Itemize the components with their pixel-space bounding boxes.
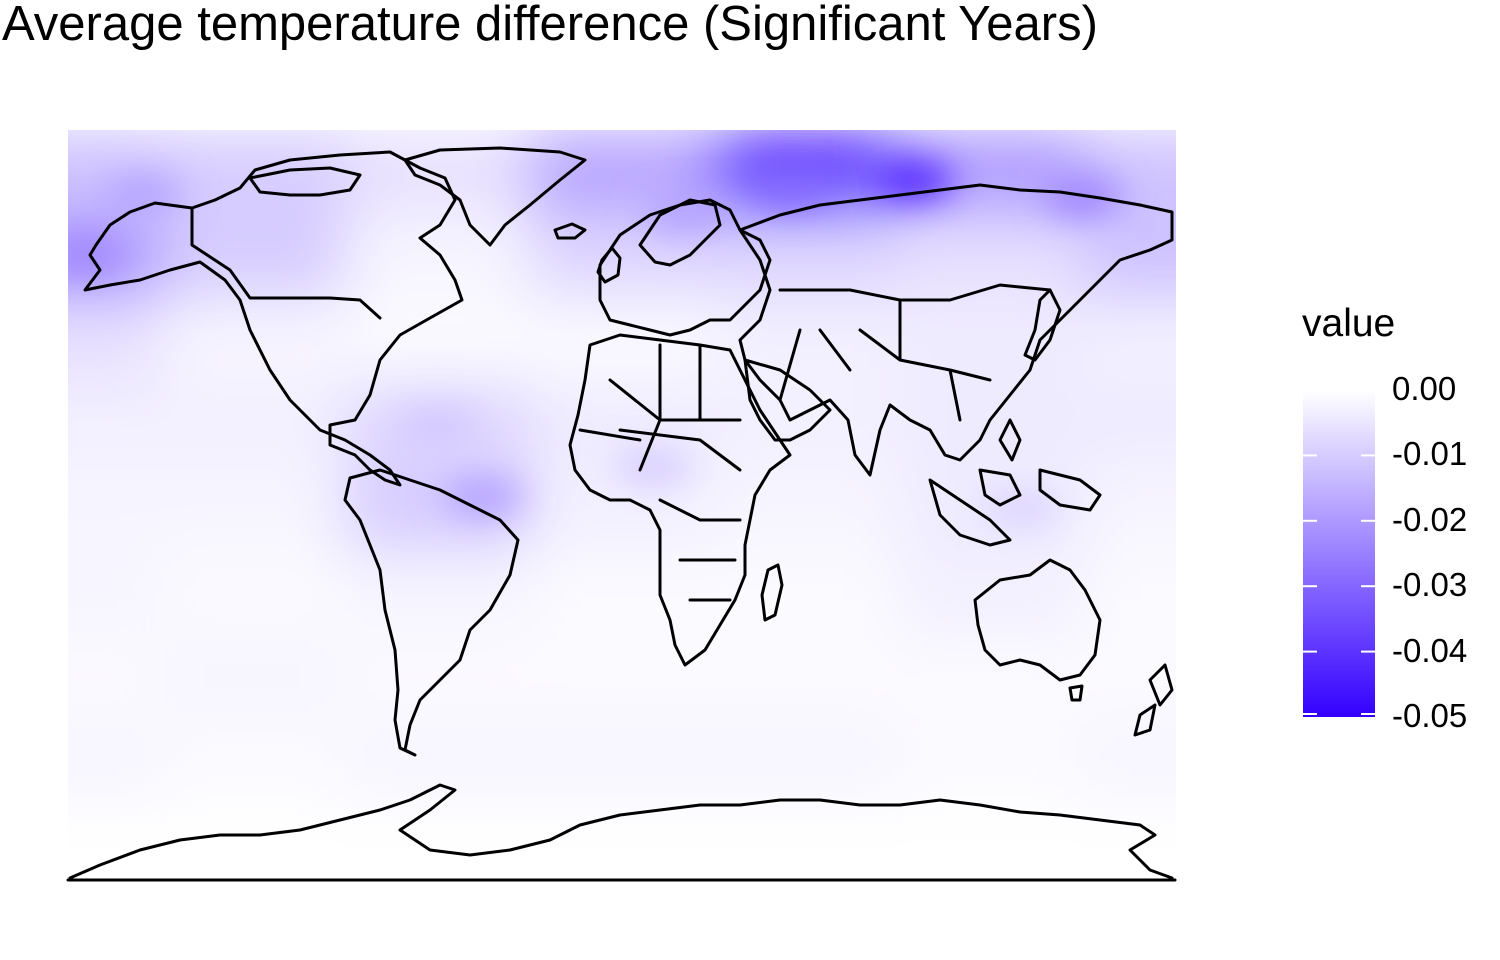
heatmap-cell [529,382,715,467]
outline-south-america [343,468,520,757]
outline-tasmania [1068,684,1084,702]
heatmap-cell [160,298,345,383]
heatmap-cell [1083,719,1176,804]
heatmap-cell [899,635,1084,720]
legend-tick-label: -0.02 [1392,501,1468,538]
heatmap-cell [714,382,899,467]
heatmap-cell [68,719,161,804]
heatmap-cell [714,551,899,636]
outline-southeast-asia-islands [928,418,1102,547]
heatmap-cell [68,551,161,636]
legend-tick-label: -0.05 [1392,697,1468,734]
heatmap-hotspot [751,172,832,205]
heatmap-cell [1083,298,1176,383]
outline-north-america [83,150,464,487]
outline-arabia [743,358,832,442]
heatmap-cell [345,551,530,636]
heatmap-hotspot [68,240,124,273]
heatmap-cell [899,551,1084,636]
outline-arctic-islands [248,166,362,197]
heatmap-cell [1083,382,1176,467]
heatmap-cell [160,719,345,804]
heatmap-cell [68,298,161,383]
outline-new-zealand [1133,663,1174,737]
legend-title: value [1302,302,1396,345]
heatmap-cell [345,130,530,215]
heatmap-cell [529,466,715,552]
heatmap-hotspot [612,450,693,483]
heatmap-cell [529,551,715,636]
heatmap-hotspot [397,408,478,441]
heatmap-cell [899,382,1084,467]
heatmap-cell [345,635,530,720]
outline-scandinavia [638,198,722,267]
heatmap-cell [68,466,161,552]
heatmap-cell [160,466,345,552]
outline-madagascar [760,563,784,622]
heatmap-cell [160,635,345,720]
outline-greenland [403,146,587,247]
heatmap-cell [899,298,1084,383]
legend [1303,390,1375,717]
heatmap-cell [160,214,345,299]
heatmap-cell [529,635,715,720]
heatmap-cell [1083,214,1176,299]
border-canada-us [190,206,382,320]
outline-iceland [553,222,587,240]
legend-tick-label: 0.00 [1392,370,1457,407]
legend-ticks [1303,391,1375,715]
heatmap-hotspot [982,493,1063,525]
heatmap-hotspot [1043,181,1124,214]
legend-tick-label: -0.01 [1392,435,1468,472]
heatmap-cell [1083,635,1176,720]
country-borders [66,146,1177,882]
outline-antarctica [68,783,1174,880]
map-title: Average temperature difference (Signific… [2,0,1098,51]
heatmap-hotspot [443,480,524,513]
heatmap-cell [345,719,530,804]
heatmap-cell [714,298,899,383]
heatmap-cell [899,214,1084,299]
borders-africa-internal [578,343,742,602]
heatmap-cell [529,298,715,383]
heatmap-cell [714,719,899,804]
heatmap-cell [68,382,161,467]
outline-australia [973,558,1102,682]
heatmap-cell [1083,466,1176,552]
outline-uk [596,246,622,284]
heatmap-cell [1083,551,1176,636]
legend-colorbar [1303,390,1375,717]
heatmap-hotspot [104,177,185,210]
legend-tick-label: -0.03 [1392,566,1468,603]
heatmap-hotspot [874,164,955,197]
heatmap-cell [68,635,161,720]
heatmap-cell [160,382,345,467]
heatmap-cell [714,635,899,720]
heatmap-cell [899,719,1084,804]
heatmap-cell [529,719,715,804]
heatmap-hotspot [643,198,724,231]
heatmap-cell [160,551,345,636]
outline-japan [1023,288,1062,362]
borders-asia-internal [778,283,1052,422]
legend-tick-label: -0.04 [1392,632,1468,669]
heatmap-cell [714,214,899,299]
heatmap-cell [714,466,899,552]
